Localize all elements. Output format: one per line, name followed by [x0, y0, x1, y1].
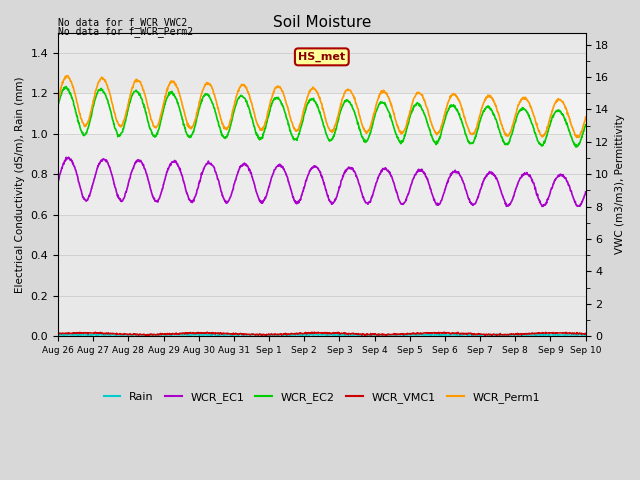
Text: No data for f_WCR_Perm2: No data for f_WCR_Perm2 [58, 26, 193, 37]
Text: No data for f_WCR_VWC2: No data for f_WCR_VWC2 [58, 17, 187, 28]
Legend: Rain, WCR_EC1, WCR_EC2, WCR_VMC1, WCR_Perm1: Rain, WCR_EC1, WCR_EC2, WCR_VMC1, WCR_Pe… [99, 387, 545, 407]
Title: Soil Moisture: Soil Moisture [273, 15, 371, 30]
Text: HS_met: HS_met [298, 52, 346, 62]
Y-axis label: Electrical Conductivity (dS/m), Rain (mm): Electrical Conductivity (dS/m), Rain (mm… [15, 76, 25, 293]
Bar [58, 134, 586, 215]
Y-axis label: VWC (m3/m3), Permittivity: VWC (m3/m3), Permittivity [615, 114, 625, 254]
Bar [58, 93, 586, 134]
